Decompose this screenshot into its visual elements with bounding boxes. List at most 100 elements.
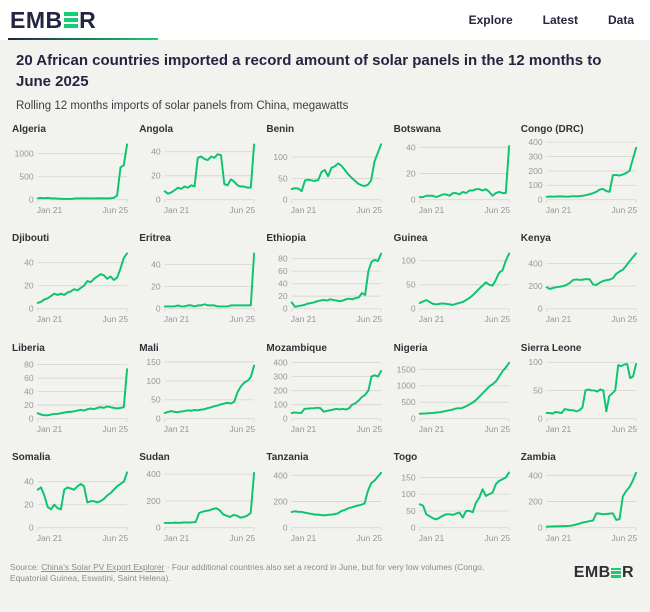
svg-text:Jun 25: Jun 25 (357, 424, 383, 434)
svg-text:Jun 25: Jun 25 (230, 533, 256, 543)
svg-text:20: 20 (24, 281, 34, 291)
chart-somalia: Somalia 0 20 40 Jan 21 Jun 25 (10, 452, 131, 554)
svg-text:0: 0 (538, 413, 543, 423)
svg-text:0: 0 (283, 304, 288, 314)
footer-logo-text-suffix: R (622, 563, 634, 581)
chart-togo: Togo 0 50 100 150 Jan 21 Jun 25 (392, 452, 513, 554)
chart-country-label: Ethiopia (266, 233, 306, 245)
sparkline-chart: 0 50 100 Jan 21 Jun 25 (274, 143, 383, 215)
chart-congo-drc: Congo (DRC) 0 100 200 300 400 Jan 21 Jun 25 (519, 124, 640, 226)
svg-text:0: 0 (29, 413, 34, 423)
nav-explore[interactable]: Explore (468, 13, 513, 27)
site-header: EMB R Explore Latest Data (0, 0, 650, 40)
svg-text:0: 0 (156, 523, 161, 533)
chart-sudan: Sudan 0 200 400 Jan 21 Jun 25 (137, 452, 258, 554)
sparkline-chart: 0 20 40 Jan 21 Jun 25 (151, 252, 256, 324)
svg-text:Jan 21: Jan 21 (37, 533, 63, 543)
sparkline-chart: 0 200 400 Jan 21 Jun 25 (528, 470, 637, 543)
svg-text:Jan 21: Jan 21 (418, 314, 444, 324)
chart-mali: Mali 0 50 100 150 Jan 21 Jun 25 (137, 343, 258, 445)
chart-botswana: Botswana 0 20 40 Jan 21 Jun 25 (392, 124, 513, 226)
footer-logo-text-prefix: EMB (573, 563, 611, 581)
chart-country-label: Tanzania (266, 452, 309, 464)
logo-underline-accent (8, 37, 158, 40)
nav-latest[interactable]: Latest (542, 13, 578, 27)
chart-country-label: Kenya (520, 233, 551, 245)
svg-text:500: 500 (401, 397, 415, 407)
sparkline-chart: 0 20 40 Jan 21 Jun 25 (24, 471, 128, 543)
svg-text:0: 0 (156, 304, 161, 314)
chart-benin: Benin 0 50 100 Jan 21 Jun 25 (264, 124, 385, 226)
chart-ethiopia: Ethiopia 0 20 40 60 80 Jan 21 Jun 25 (264, 233, 385, 335)
chart-card: 20 African countries imported a record a… (0, 40, 650, 612)
chart-country-label: Liberia (12, 342, 45, 354)
svg-text:400: 400 (528, 470, 542, 480)
chart-tanzania: Tanzania 0 200 400 Jan 21 Jun 25 (264, 452, 385, 554)
svg-text:300: 300 (528, 151, 542, 161)
svg-text:Jun 25: Jun 25 (611, 314, 637, 324)
svg-text:40: 40 (24, 258, 34, 268)
sparkline-chart: 0 20 40 Jan 21 Jun 25 (151, 143, 256, 215)
svg-text:Jan 21: Jan 21 (291, 533, 317, 543)
source-suffix: · Four additional countries also set a r… (10, 561, 485, 583)
svg-text:40: 40 (279, 279, 289, 289)
chart-algeria: Algeria 0 500 1000 Jan 21 Jun 25 (10, 124, 131, 226)
svg-text:400: 400 (274, 470, 288, 480)
svg-text:0: 0 (410, 304, 415, 314)
sparkline-chart: 0 500 1000 Jan 21 Jun 25 (15, 143, 128, 215)
svg-text:200: 200 (274, 385, 288, 395)
svg-text:1000: 1000 (15, 149, 34, 159)
svg-text:0: 0 (410, 195, 415, 205)
svg-text:100: 100 (274, 152, 288, 162)
chart-country-label: Djibouti (12, 233, 50, 245)
svg-text:500: 500 (19, 172, 33, 182)
svg-text:20: 20 (24, 400, 34, 410)
svg-text:200: 200 (274, 496, 288, 506)
source-note: Source: China’s Solar PV Export Explorer… (10, 562, 515, 585)
chart-sierra-leone: Sierra Leone 0 50 100 Jan 21 Jun 25 (519, 343, 640, 445)
chart-country-label: Mozambique (266, 342, 327, 354)
sparkline-chart: 0 100 200 300 400 Jan 21 Jun 25 (274, 357, 383, 434)
sparkline-chart: 0 20 40 Jan 21 Jun 25 (406, 142, 510, 215)
svg-text:Jun 25: Jun 25 (103, 424, 129, 434)
svg-text:100: 100 (401, 256, 415, 266)
source-link[interactable]: China’s Solar PV Export Explorer (41, 561, 165, 572)
chart-country-label: Somalia (12, 452, 51, 464)
chart-country-label: Algeria (12, 124, 46, 135)
page-title: 20 African countries imported a record a… (16, 52, 602, 90)
chart-country-label: Nigeria (393, 342, 428, 354)
svg-text:0: 0 (538, 523, 543, 533)
svg-text:Jan 21: Jan 21 (291, 424, 317, 434)
svg-text:Jun 25: Jun 25 (357, 314, 383, 324)
svg-text:0: 0 (156, 413, 161, 423)
svg-text:80: 80 (24, 359, 34, 369)
svg-text:1000: 1000 (396, 380, 415, 390)
svg-text:300: 300 (274, 371, 288, 381)
svg-text:Jan 21: Jan 21 (546, 314, 572, 324)
svg-text:Jan 21: Jan 21 (418, 533, 444, 543)
sparkline-chart: 0 20 40 60 80 Jan 21 Jun 25 (24, 359, 129, 434)
svg-text:400: 400 (147, 469, 161, 479)
svg-text:Jun 25: Jun 25 (230, 314, 256, 324)
svg-text:60: 60 (279, 266, 289, 276)
svg-text:Jan 21: Jan 21 (164, 424, 190, 434)
svg-text:100: 100 (401, 489, 415, 499)
svg-text:40: 40 (151, 147, 161, 157)
chart-country-label: Mali (139, 342, 159, 354)
svg-text:100: 100 (528, 180, 542, 190)
sparkline-chart: 0 50 100 150 Jan 21 Jun 25 (147, 357, 256, 434)
ember-logo[interactable]: EMB R (10, 8, 96, 32)
svg-text:200: 200 (528, 281, 542, 291)
svg-text:0: 0 (538, 304, 543, 314)
sparkline-chart: 0 200 400 Jan 21 Jun 25 (528, 252, 637, 324)
svg-text:1500: 1500 (396, 364, 415, 374)
chart-country-label: Zambia (520, 452, 556, 464)
svg-text:Jun 25: Jun 25 (611, 424, 637, 434)
chart-country-label: Congo (DRC) (520, 124, 584, 135)
sparkline-chart: 0 20 40 60 80 Jan 21 Jun 25 (279, 253, 383, 324)
nav-data[interactable]: Data (607, 13, 634, 27)
svg-text:Jan 21: Jan 21 (164, 533, 190, 543)
chart-country-label: Togo (393, 452, 418, 464)
svg-text:Jun 25: Jun 25 (357, 205, 383, 215)
chart-country-label: Eritrea (139, 233, 171, 245)
